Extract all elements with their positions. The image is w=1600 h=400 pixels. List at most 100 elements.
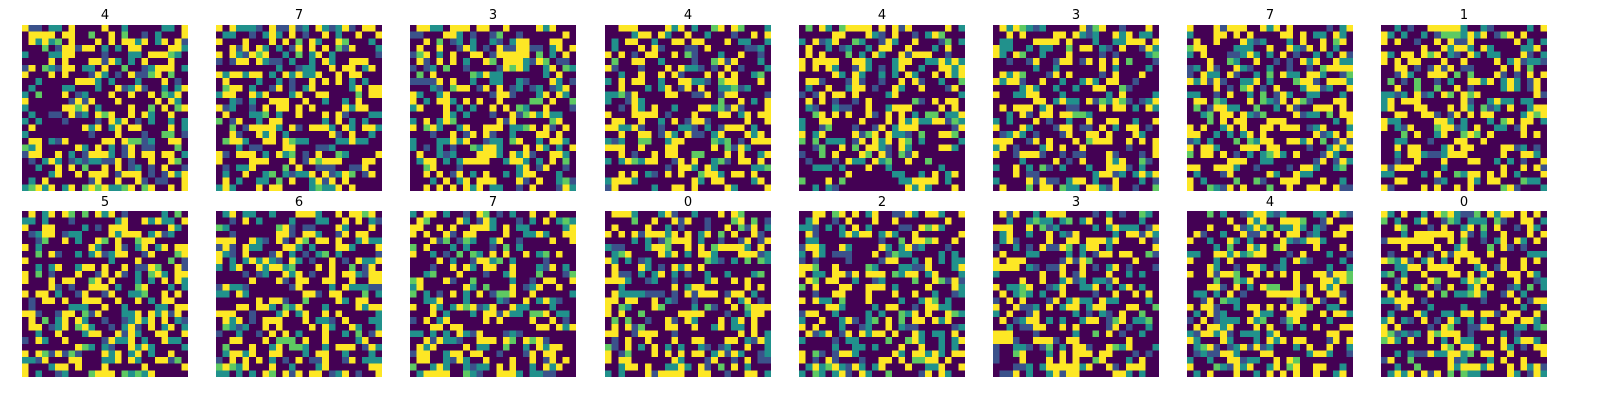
- heatmap-cell: [355, 91, 363, 99]
- heatmap-cell: [463, 71, 470, 79]
- heatmap-cell: [229, 25, 237, 32]
- heatmap-cell: [845, 104, 853, 112]
- heatmap-cell: [436, 71, 444, 79]
- heatmap-cell: [443, 58, 450, 65]
- heatmap-cell: [1139, 124, 1146, 132]
- heatmap-cell: [1273, 98, 1281, 105]
- heatmap-cell: [295, 64, 303, 72]
- heatmap-cell: [1059, 151, 1067, 158]
- heatmap-cell: [999, 44, 1007, 52]
- heatmap-cell: [1019, 151, 1027, 158]
- heatmap-cell: [737, 58, 745, 65]
- heatmap-cell: [1507, 131, 1514, 139]
- heatmap-cell: [832, 104, 839, 112]
- heatmap-cell: [1246, 144, 1254, 152]
- heatmap-cell: [1119, 31, 1126, 39]
- heatmap-cell: [1253, 131, 1261, 139]
- heatmap-cell: [536, 117, 543, 125]
- heatmap-cell: [631, 51, 639, 59]
- heatmap-cell: [362, 131, 369, 139]
- heatmap-cell: [1226, 38, 1234, 46]
- heatmap-cell: [731, 104, 738, 112]
- heatmap-cell: [925, 111, 932, 119]
- heatmap-cell: [744, 91, 752, 99]
- heatmap-cell: [436, 157, 444, 165]
- heatmap-cell: [757, 184, 765, 191]
- heatmap-cell: [885, 98, 893, 105]
- heatmap-cell: [744, 58, 752, 65]
- heatmap-cell: [174, 31, 182, 39]
- heatmap-cell: [41, 44, 49, 52]
- heatmap-cell: [1125, 184, 1133, 191]
- heatmap-cell: [282, 131, 290, 139]
- heatmap-cell: [1112, 84, 1120, 92]
- heatmap-cell: [1026, 38, 1033, 46]
- heatmap-cell: [229, 84, 237, 92]
- heatmap-cell: [222, 25, 230, 32]
- heatmap-cell: [1253, 104, 1261, 112]
- heatmap-cell: [1427, 44, 1435, 52]
- heatmap-cell: [818, 84, 826, 92]
- heatmap-cell: [41, 117, 49, 125]
- heatmap-cell: [1279, 164, 1287, 172]
- heatmap-cell: [918, 124, 926, 132]
- heatmap-cell: [1440, 117, 1448, 125]
- heatmap-cell: [255, 184, 263, 191]
- heatmap-cell: [951, 171, 959, 178]
- heatmap-cell: [664, 124, 672, 132]
- heatmap-cell: [322, 25, 330, 32]
- heatmap-cell: [1460, 137, 1468, 145]
- heatmap-cell: [1072, 144, 1080, 152]
- heatmap-cell: [1440, 38, 1448, 46]
- heatmap-cell: [1132, 78, 1140, 85]
- heatmap-cell: [993, 111, 1000, 119]
- heatmap-cell: [1260, 98, 1267, 105]
- heatmap-cell: [838, 184, 846, 191]
- heatmap-cell: [502, 78, 510, 85]
- heatmap-cell: [1533, 51, 1541, 59]
- heatmap-cell: [269, 51, 276, 59]
- heatmap-cell: [1507, 98, 1514, 105]
- heatmap-cell: [1112, 171, 1120, 178]
- heatmap-cell: [905, 164, 913, 172]
- heatmap-cell: [1394, 78, 1402, 85]
- heatmap-cell: [348, 131, 356, 139]
- heatmap-cell: [1319, 78, 1327, 85]
- heatmap-cell: [522, 184, 530, 191]
- heatmap-cell: [1520, 78, 1528, 85]
- heatmap-cell: [141, 171, 149, 178]
- heatmap-cell: [315, 171, 323, 178]
- heatmap-cell: [1187, 78, 1194, 85]
- heatmap-cell: [483, 177, 490, 185]
- heatmap-cell: [161, 151, 169, 158]
- heatmap-cell: [476, 78, 484, 85]
- heatmap-cell: [925, 51, 932, 59]
- heatmap-cell: [235, 131, 243, 139]
- heatmap-cell: [751, 164, 758, 172]
- heatmap-cell: [476, 38, 484, 46]
- heatmap-cell: [1520, 177, 1528, 185]
- heatmap-cell: [81, 184, 89, 191]
- heatmap-cell: [1420, 144, 1428, 152]
- heatmap-cell: [1533, 84, 1541, 92]
- heatmap-cell: [911, 104, 919, 112]
- heatmap-cell: [1240, 184, 1247, 191]
- heatmap-cell: [522, 137, 530, 145]
- heatmap-cell: [905, 124, 913, 132]
- heatmap-cell: [1527, 31, 1534, 39]
- heatmap-cell: [678, 104, 685, 112]
- heatmap-cell: [262, 44, 270, 52]
- heatmap-cell: [1420, 44, 1428, 52]
- heatmap-cell: [1226, 51, 1234, 59]
- heatmap-cell: [282, 157, 290, 165]
- heatmap-cell: [463, 124, 470, 132]
- heatmap-cell: [302, 25, 310, 32]
- heatmap-cell: [522, 164, 530, 172]
- heatmap-cell: [229, 117, 237, 125]
- heatmap-cell: [449, 98, 457, 105]
- heatmap-cell: [1513, 51, 1521, 59]
- heatmap-cell: [1513, 64, 1521, 72]
- heatmap-cell: [141, 64, 149, 72]
- heatmap-cell: [993, 25, 1000, 32]
- heatmap-cell: [1187, 171, 1194, 178]
